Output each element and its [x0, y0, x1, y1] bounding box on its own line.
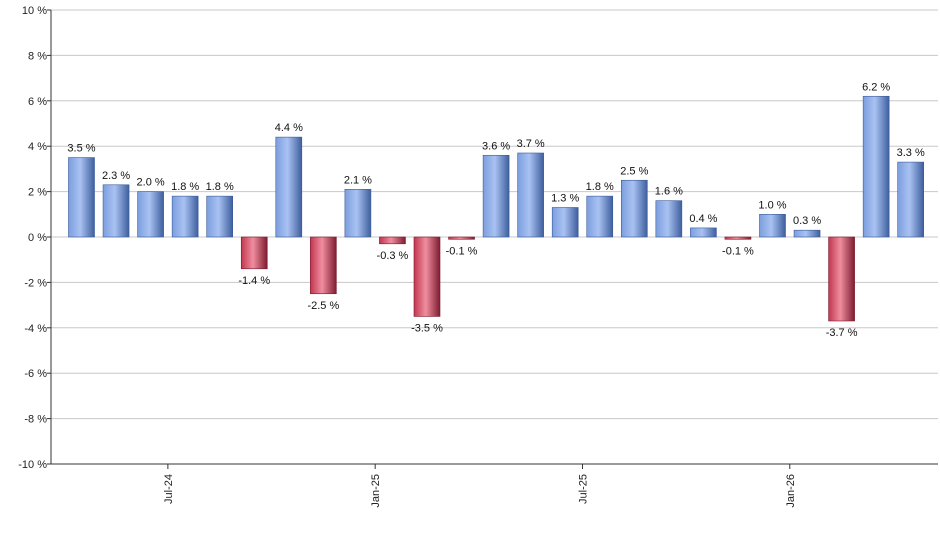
bar-value-label: 3.6 % — [482, 140, 510, 152]
y-tick-label: 4 % — [28, 141, 47, 153]
bar-value-label: -2.5 % — [307, 300, 339, 312]
bar — [206, 195, 233, 238]
bar-value-label: -0.1 % — [446, 245, 478, 257]
bar — [862, 95, 890, 238]
bar-value-label: 1.3 % — [551, 192, 579, 204]
y-tick-label: 6 % — [28, 96, 47, 108]
bar — [344, 189, 372, 238]
bar — [102, 184, 130, 238]
bar — [171, 195, 199, 238]
bar-value-label: 4.4 % — [275, 122, 303, 134]
y-tick-label: -2 % — [24, 277, 47, 289]
bar-value-label: 1.6 % — [655, 186, 683, 198]
y-tick-label: -8 % — [24, 414, 47, 426]
bar — [413, 236, 441, 317]
bar — [68, 157, 95, 238]
bar-value-label: -3.7 % — [826, 327, 858, 339]
x-tick-label: Jan-26 — [785, 474, 797, 508]
bar — [448, 236, 475, 240]
bar — [551, 207, 579, 238]
y-tick-label: 0 % — [28, 232, 47, 244]
bar-value-label: 3.5 % — [67, 143, 95, 155]
bars — [68, 95, 925, 322]
bar-value-label: 1.8 % — [206, 181, 234, 193]
bar — [690, 227, 717, 238]
bar-value-label: 2.0 % — [137, 177, 165, 189]
bar — [482, 154, 510, 238]
y-tick-label: 2 % — [28, 187, 47, 199]
bar — [240, 236, 268, 270]
x-tick-label: Jul-25 — [577, 474, 589, 504]
bar-value-label: 2.5 % — [620, 165, 648, 177]
y-tick-label: 8 % — [28, 50, 47, 62]
bar-value-label: 1.8 % — [586, 181, 614, 193]
bar — [310, 236, 337, 295]
bar-value-label: -1.4 % — [238, 275, 270, 287]
bar-value-label: 2.3 % — [102, 170, 130, 182]
bar-value-label: -0.1 % — [722, 245, 754, 257]
bar-value-label: 1.0 % — [758, 199, 786, 211]
data-labels: 3.5 % 2.3 % 2.0 % 1.8 % 1.8 % -1.4 % 4.4 % -2.5… — [67, 81, 925, 339]
bar — [897, 161, 925, 238]
y-tick-label: -4 % — [24, 323, 47, 335]
bar-value-label: 3.7 % — [517, 138, 545, 150]
bar — [724, 236, 752, 240]
bar-value-label: 0.3 % — [793, 215, 821, 227]
x-tick-label: Jan-25 — [370, 474, 382, 508]
bar-value-label: 2.1 % — [344, 174, 372, 186]
bar-value-label: -3.5 % — [411, 322, 443, 334]
bar — [517, 152, 544, 238]
x-tick-label: Jul-24 — [163, 474, 175, 504]
y-axis-ticks: 10 % 8 % 6 % 4 % 2 % 0 % -2 % -4 % -6 % -8 % -10 % — [18, 5, 51, 471]
bar-value-label: 1.8 % — [171, 181, 199, 193]
bar — [793, 229, 821, 238]
bar — [275, 136, 303, 238]
bar-value-label: 6.2 % — [862, 81, 890, 93]
bar — [655, 200, 683, 238]
y-tick-label: -6 % — [24, 368, 47, 380]
bar — [828, 236, 855, 322]
bar-value-label: 3.3 % — [897, 147, 925, 159]
y-tick-label: -10 % — [18, 459, 47, 471]
y-tick-label: 10 % — [22, 5, 47, 17]
bar-value-label: 0.4 % — [689, 213, 717, 225]
x-axis-ticks: Jul-24 Jan-25 Jul-25 Jan-26 — [163, 464, 797, 508]
bar — [137, 191, 164, 238]
bar — [620, 179, 648, 238]
bar — [586, 195, 614, 238]
bar — [379, 236, 406, 245]
bar-value-label: -0.3 % — [377, 250, 409, 262]
bar — [759, 214, 786, 238]
